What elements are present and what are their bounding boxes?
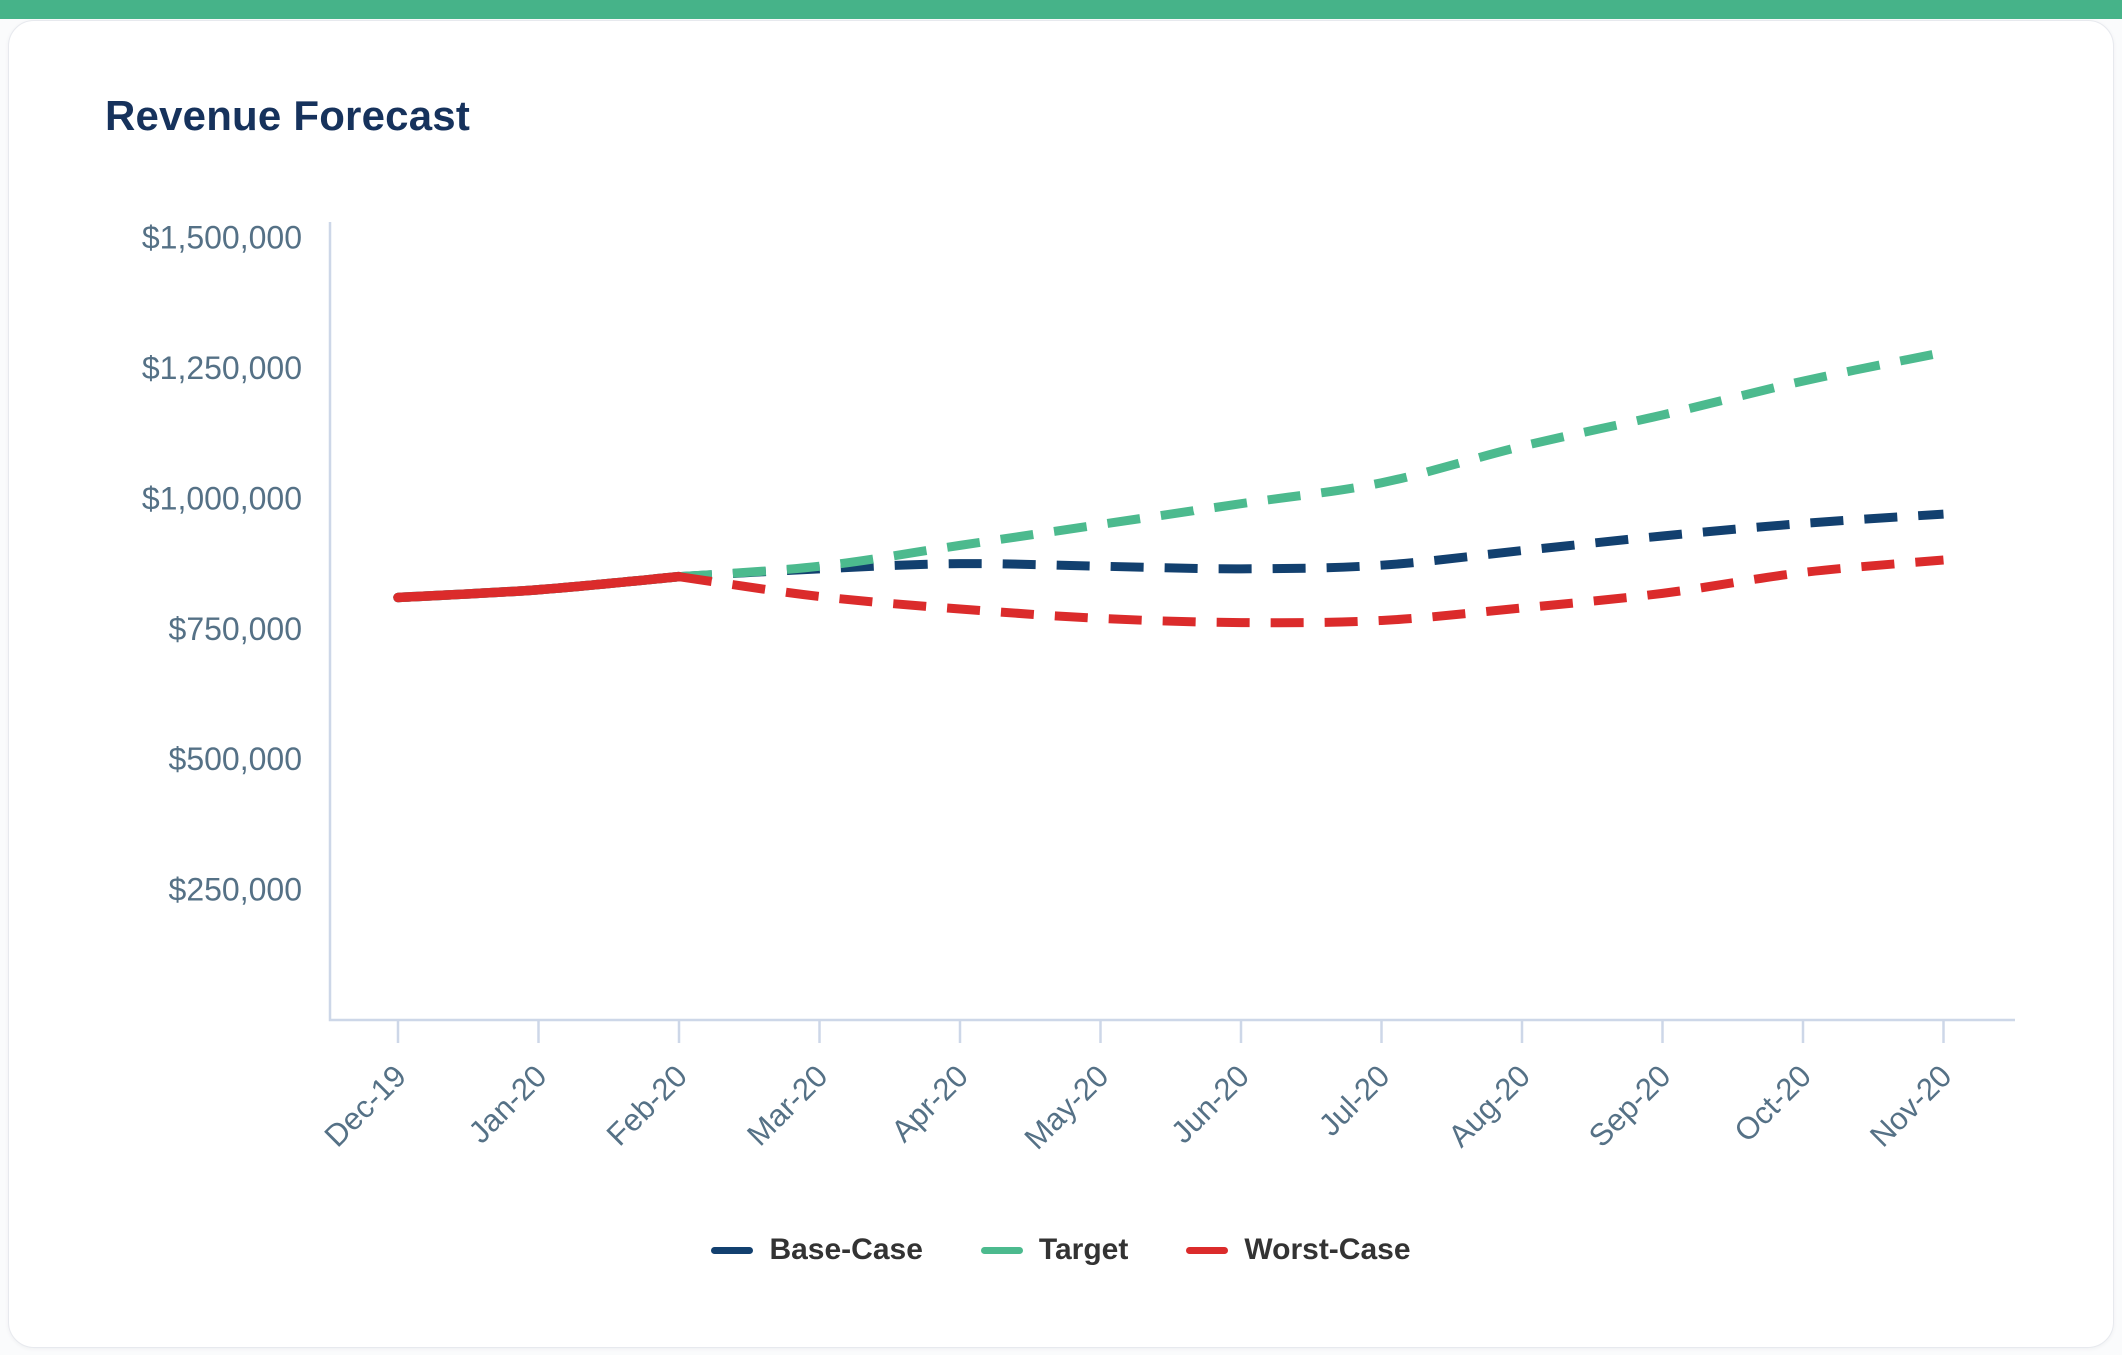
series-line-base-case-forecast bbox=[678, 509, 1944, 582]
x-axis-tick-label: Jan-20 bbox=[462, 1058, 554, 1150]
series-line-worst-case-forecast bbox=[678, 555, 1944, 628]
y-axis-tick-label: $1,250,000 bbox=[142, 350, 302, 386]
legend-swatch-base-case-icon bbox=[711, 1246, 754, 1254]
chart-title: Revenue Forecast bbox=[105, 92, 471, 139]
chart-legend: Base-Case Target Worst-Case bbox=[0, 1233, 2122, 1267]
y-axis-tick-label: $1,000,000 bbox=[142, 480, 302, 516]
y-axis-tick-label: $500,000 bbox=[169, 741, 302, 777]
top-accent-bar bbox=[0, 0, 2122, 19]
y-axis-tick-label: $750,000 bbox=[169, 611, 302, 647]
x-axis-tick-label: Aug-20 bbox=[1442, 1058, 1537, 1153]
x-axis-tick-label: May-20 bbox=[1018, 1058, 1116, 1156]
y-axis-tick-label: $250,000 bbox=[169, 872, 302, 908]
legend-swatch-worst-case-icon bbox=[1186, 1246, 1229, 1254]
legend-label-base-case: Base-Case bbox=[769, 1233, 923, 1266]
x-axis-tick-label: Apr-20 bbox=[884, 1058, 975, 1149]
x-axis-tick-label: Jun-20 bbox=[1164, 1058, 1256, 1150]
x-axis-tick-label: Feb-20 bbox=[600, 1058, 694, 1152]
axis-lines bbox=[328, 222, 2015, 1022]
x-axis-tick-label: Oct-20 bbox=[1727, 1058, 1818, 1149]
legend-item-target[interactable]: Target bbox=[980, 1233, 1129, 1267]
series-line-worst-case-actual bbox=[393, 571, 684, 603]
x-axis-tick-label: Mar-20 bbox=[740, 1058, 834, 1152]
y-axis-tick-label: $1,500,000 bbox=[142, 220, 302, 256]
legend-label-target: Target bbox=[1038, 1233, 1129, 1266]
legend-swatch-target-icon bbox=[980, 1246, 1023, 1254]
chart-card bbox=[8, 20, 2114, 1348]
x-axis-tick-label: Jul-20 bbox=[1312, 1058, 1396, 1142]
x-axis-tick-label: Dec-19 bbox=[318, 1058, 413, 1153]
legend-item-worst-case[interactable]: Worst-Case bbox=[1186, 1233, 1411, 1267]
x-axis-tick-label: Nov-20 bbox=[1863, 1058, 1958, 1153]
legend-label-worst-case: Worst-Case bbox=[1244, 1233, 1411, 1266]
x-axis-tick-label: Sep-20 bbox=[1582, 1058, 1677, 1153]
series-line-target-forecast bbox=[678, 347, 1945, 582]
legend-item-base-case[interactable]: Base-Case bbox=[711, 1233, 923, 1267]
